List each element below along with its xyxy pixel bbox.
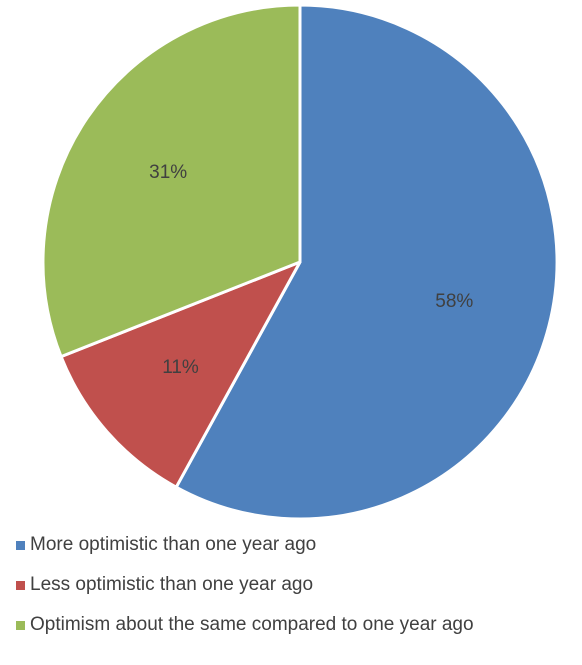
legend-swatch-2 <box>16 580 25 590</box>
pie-data-label-3: 31% <box>149 162 187 183</box>
pie-slice-1 <box>174 3 559 521</box>
pie-slices <box>41 3 559 521</box>
pie-chart: 58% 11% 31% <box>41 3 559 521</box>
pie-data-label-2: 11% <box>162 357 199 378</box>
legend-swatch-1 <box>16 540 25 550</box>
legend-item-1: More optimistic than one year ago <box>16 532 474 558</box>
legend-label-3: Optimism about the same compared to one … <box>30 614 474 635</box>
legend-label-2: Less optimistic than one year ago <box>30 574 314 595</box>
pie-data-labels: 58% 11% 31% <box>149 162 473 378</box>
legend-item-3: Optimism about the same compared to one … <box>16 612 474 638</box>
legend-label-1: More optimistic than one year ago <box>30 534 317 555</box>
legend: More optimistic than one year ago Less op… <box>16 532 474 652</box>
legend-item-2: Less optimistic than one year ago <box>16 572 474 598</box>
pie-data-label-1: 58% <box>435 291 473 312</box>
legend-swatch-3 <box>16 620 25 630</box>
pie-slice-3 <box>41 3 302 359</box>
pie-slice-2 <box>59 260 302 489</box>
